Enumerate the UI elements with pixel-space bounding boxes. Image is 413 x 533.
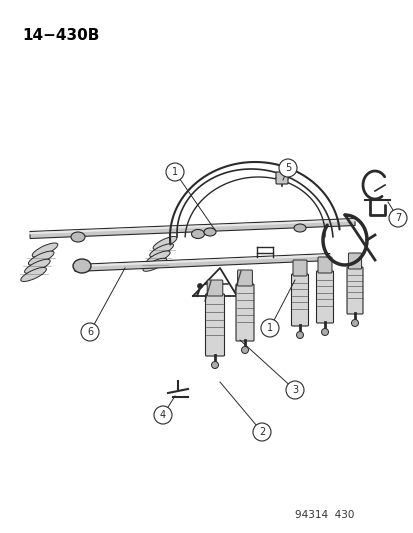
- Circle shape: [388, 209, 406, 227]
- Circle shape: [278, 159, 296, 177]
- FancyBboxPatch shape: [206, 280, 222, 296]
- Ellipse shape: [24, 259, 50, 273]
- Circle shape: [81, 323, 99, 341]
- FancyBboxPatch shape: [317, 257, 331, 273]
- Ellipse shape: [71, 232, 85, 242]
- FancyBboxPatch shape: [348, 253, 361, 269]
- Ellipse shape: [191, 230, 204, 238]
- Text: 6: 6: [87, 327, 93, 337]
- Ellipse shape: [153, 237, 176, 249]
- FancyBboxPatch shape: [275, 172, 287, 184]
- Circle shape: [351, 319, 358, 327]
- Text: 1: 1: [171, 167, 178, 177]
- Text: 14−430B: 14−430B: [22, 28, 99, 43]
- Text: 5: 5: [284, 163, 290, 173]
- Text: 1: 1: [266, 323, 273, 333]
- Ellipse shape: [32, 243, 58, 257]
- Text: 2: 2: [258, 427, 264, 437]
- FancyBboxPatch shape: [205, 294, 224, 356]
- FancyBboxPatch shape: [292, 260, 306, 276]
- Text: 4: 4: [159, 410, 166, 420]
- Circle shape: [211, 361, 218, 368]
- Ellipse shape: [146, 251, 170, 264]
- FancyBboxPatch shape: [346, 267, 362, 314]
- Polygon shape: [75, 254, 329, 271]
- Ellipse shape: [73, 259, 91, 273]
- Circle shape: [197, 284, 202, 288]
- Circle shape: [241, 346, 248, 353]
- FancyBboxPatch shape: [237, 270, 252, 286]
- Circle shape: [166, 163, 183, 181]
- Ellipse shape: [142, 258, 166, 271]
- Text: 94314  430: 94314 430: [294, 510, 354, 520]
- Circle shape: [296, 332, 303, 338]
- Ellipse shape: [204, 228, 216, 236]
- Ellipse shape: [28, 251, 54, 265]
- Circle shape: [252, 423, 271, 441]
- Text: 3: 3: [291, 385, 297, 395]
- Polygon shape: [30, 219, 354, 238]
- Ellipse shape: [150, 244, 173, 257]
- Circle shape: [154, 406, 171, 424]
- FancyBboxPatch shape: [316, 271, 333, 323]
- Ellipse shape: [21, 268, 46, 281]
- Circle shape: [321, 328, 328, 335]
- Circle shape: [260, 319, 278, 337]
- FancyBboxPatch shape: [291, 274, 308, 326]
- FancyBboxPatch shape: [235, 284, 254, 341]
- Ellipse shape: [293, 224, 305, 232]
- Circle shape: [285, 381, 303, 399]
- Text: 7: 7: [394, 213, 400, 223]
